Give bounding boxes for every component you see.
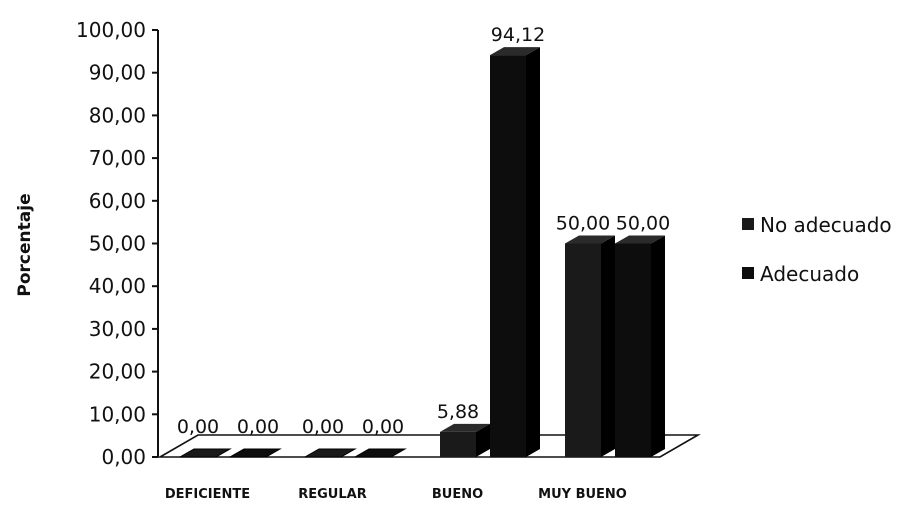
y-tick-label: 80,00	[89, 103, 146, 127]
x-category-label: BUENO	[432, 487, 483, 502]
bar-adecuado	[490, 47, 540, 457]
y-tick-label: 20,00	[89, 360, 146, 384]
x-category-labels: DEFICIENTE REGULAR BUENO MUY BUENO	[165, 487, 627, 502]
bar-no-adecuado	[565, 235, 615, 457]
legend-entry-label: Adecuado	[760, 262, 859, 286]
bar-top	[565, 235, 615, 244]
bar-no-adecuado	[178, 448, 232, 458]
bar-no-adecuado	[303, 448, 357, 458]
data-label: 50,00	[556, 213, 610, 235]
data-label: 0,00	[177, 416, 219, 438]
y-tick-label: 50,00	[89, 232, 146, 256]
bar-front	[615, 243, 651, 457]
data-label: 50,00	[616, 213, 670, 235]
y-tick-label: 90,00	[89, 61, 146, 85]
bar-flat	[353, 448, 407, 458]
y-tick-label: 100,00	[76, 18, 146, 42]
bar-adecuado	[353, 448, 407, 458]
y-tick-label: 30,00	[89, 317, 146, 341]
bar-front	[490, 55, 526, 457]
bar-side	[526, 47, 540, 457]
data-label: 0,00	[237, 416, 279, 438]
bar-adecuado	[615, 235, 665, 457]
y-tick-label: 40,00	[89, 274, 146, 298]
bar-top	[615, 235, 665, 244]
x-category-label: REGULAR	[298, 487, 366, 502]
bar-side	[651, 235, 665, 457]
data-label: 5,88	[437, 401, 479, 423]
bar-top	[440, 423, 490, 432]
bar-side	[601, 235, 615, 457]
x-category-label: MUY BUENO	[538, 487, 627, 502]
y-tick-label: 10,00	[89, 402, 146, 426]
data-label: 0,00	[302, 416, 344, 438]
bar-flat	[303, 448, 357, 458]
legend: No adecuado Adecuado	[742, 213, 892, 286]
bars	[178, 47, 665, 458]
bar-flat	[178, 448, 232, 458]
bar-adecuado	[228, 448, 282, 458]
bar-no-adecuado	[440, 423, 490, 457]
legend-entry-label: No adecuado	[760, 213, 892, 237]
y-tick-label: 70,00	[89, 146, 146, 170]
axes	[152, 29, 159, 458]
y-tick-label: 0,00	[101, 445, 146, 469]
bar-flat	[228, 448, 282, 458]
y-axis-label: Porcentaje	[15, 193, 35, 296]
data-labels: 0,00 0,00 0,00 0,00 5,88 94,12 50,00 50,00	[177, 24, 670, 438]
data-label: 0,00	[362, 416, 404, 438]
bar-top	[490, 47, 540, 56]
x-category-label: DEFICIENTE	[165, 487, 250, 502]
bar-front	[565, 243, 601, 457]
legend-swatch	[742, 267, 754, 279]
legend-swatch	[742, 218, 754, 230]
bar-side	[476, 423, 490, 457]
data-label: 94,12	[491, 24, 545, 46]
y-tick-labels: 0,00 10,00 20,00 30,00 40,00 50,00 60,00 70,00 8…	[76, 18, 146, 469]
y-tick-label: 60,00	[89, 189, 146, 213]
bar-front	[440, 431, 476, 457]
